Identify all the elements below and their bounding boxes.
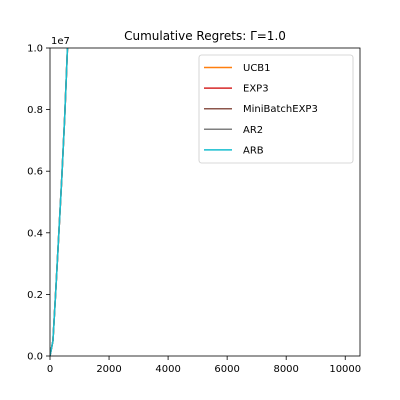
x-tick-label: 4000 — [155, 364, 180, 375]
y-axis-offset-label: 1e7 — [51, 36, 70, 47]
legend: UCB1 EXP3 MiniBatchEXP3 AR2 ARB — [198, 54, 354, 164]
legend-label: UCB1 — [243, 63, 271, 74]
x-tick-label: 6000 — [214, 364, 239, 375]
y-tick-label: 0.4 — [27, 228, 43, 239]
x-tick-label: 8000 — [273, 364, 298, 375]
series-line-arb — [50, 48, 69, 356]
x-tick-label: 2000 — [96, 364, 121, 375]
x-tick-label: 0 — [47, 364, 53, 375]
y-tick-label: 0.2 — [27, 290, 43, 301]
legend-box — [198, 54, 354, 164]
chart-title: Cumulative Regrets: Γ=1.0 — [124, 29, 286, 43]
y-tick-label: 0.6 — [27, 167, 43, 178]
x-tick-label: 10000 — [329, 364, 361, 375]
y-tick-label: 0.0 — [27, 352, 43, 363]
legend-label: EXP3 — [243, 84, 269, 95]
y-tick-label: 0.8 — [27, 105, 43, 116]
x-axis: 0 2000 4000 6000 8000 10000 — [47, 356, 361, 375]
legend-label: AR2 — [243, 125, 263, 136]
plot-frame — [49, 47, 361, 357]
y-axis: 0.0 0.2 0.4 0.6 0.8 1.0 — [27, 44, 50, 363]
legend-label: MiniBatchEXP3 — [243, 104, 318, 115]
series-layer — [50, 48, 69, 356]
y-tick-label: 1.0 — [27, 44, 43, 55]
legend-label: ARB — [243, 145, 264, 156]
